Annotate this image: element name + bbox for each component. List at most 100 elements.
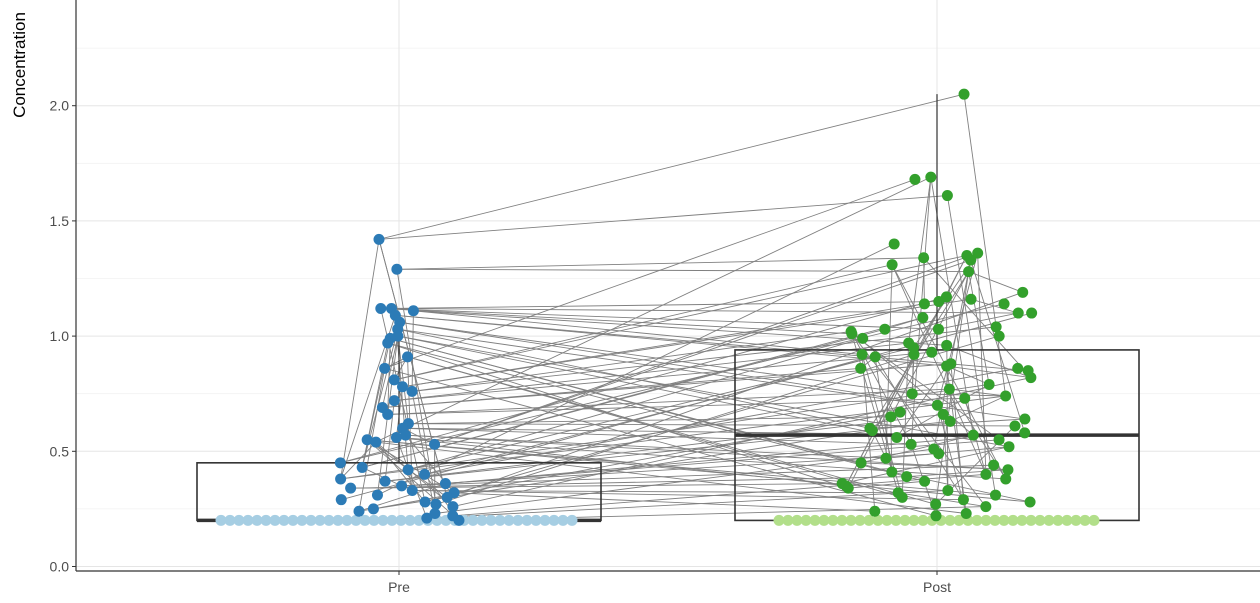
data-point — [869, 505, 881, 517]
connecting-line — [963, 94, 1007, 397]
y-tick-label: 0.0 — [50, 559, 70, 575]
connecting-line — [405, 434, 1008, 471]
connecting-line — [923, 257, 925, 304]
connecting-line — [936, 253, 979, 406]
data-point — [941, 339, 953, 351]
connecting-line — [946, 365, 1031, 379]
connecting-line — [377, 414, 389, 496]
data-point — [932, 323, 944, 335]
connecting-line — [377, 243, 895, 496]
data-point — [891, 431, 903, 443]
censored-point — [512, 514, 524, 526]
data-point — [391, 263, 403, 275]
data-point — [402, 351, 414, 363]
connecting-line — [860, 434, 974, 464]
connecting-line — [968, 271, 990, 385]
censored-point — [521, 514, 533, 526]
data-point — [429, 508, 441, 520]
censored-point — [314, 514, 326, 526]
censored-point — [566, 514, 578, 526]
y-tick-label: 0.5 — [50, 443, 70, 459]
connecting-line — [366, 439, 460, 521]
data-point — [388, 374, 400, 386]
data-point — [397, 381, 409, 393]
censored-point — [791, 514, 803, 526]
connecting-line — [970, 298, 1019, 314]
censored-point — [386, 514, 398, 526]
data-point — [918, 298, 930, 310]
connecting-line — [884, 317, 923, 330]
connecting-line — [384, 179, 916, 369]
data-point — [419, 468, 431, 480]
data-point — [925, 171, 937, 183]
data-point — [926, 346, 938, 358]
data-point — [869, 351, 881, 363]
connecting-line — [411, 391, 436, 514]
censored-point — [215, 514, 227, 526]
censored-point — [368, 514, 380, 526]
censored-point — [980, 514, 992, 526]
censored-point — [917, 514, 929, 526]
data-point — [1012, 362, 1024, 374]
data-point — [967, 429, 979, 441]
censored-point — [377, 514, 389, 526]
censored-point — [305, 514, 317, 526]
data-point — [942, 484, 954, 496]
connecting-line — [912, 393, 1006, 397]
data-point — [958, 88, 970, 100]
y-tick-label: 1.0 — [50, 328, 70, 344]
connecting-line — [848, 480, 925, 489]
data-point — [1019, 413, 1031, 425]
x-tick-label: Post — [923, 579, 951, 595]
data-point — [396, 480, 408, 492]
connecting-line — [411, 310, 414, 392]
data-point — [983, 378, 995, 390]
censored-point — [539, 514, 551, 526]
data-point — [402, 464, 414, 476]
data-point — [441, 491, 453, 503]
data-point — [896, 491, 908, 503]
censored-point — [1025, 514, 1037, 526]
connecting-line — [375, 176, 932, 443]
data-point — [930, 498, 942, 510]
connecting-line — [898, 492, 986, 508]
censored-point — [998, 514, 1010, 526]
censored-point — [557, 514, 569, 526]
data-point — [1017, 286, 1029, 298]
censored-point — [890, 514, 902, 526]
data-point — [430, 498, 442, 510]
data-point — [894, 406, 906, 418]
censored-point — [809, 514, 821, 526]
censored-point — [350, 514, 362, 526]
connecting-line — [340, 303, 1005, 464]
connecting-line — [405, 434, 886, 459]
data-point — [1002, 464, 1014, 476]
data-point — [855, 457, 867, 469]
connecting-line — [412, 326, 997, 392]
connecting-line — [885, 446, 1010, 459]
censored-point — [395, 514, 407, 526]
data-point — [965, 254, 977, 266]
data-point — [886, 259, 898, 271]
data-point — [1019, 427, 1031, 439]
censored-point — [782, 514, 794, 526]
connecting-line — [452, 473, 986, 517]
data-point — [930, 510, 942, 522]
data-point — [382, 408, 394, 420]
censored-point — [359, 514, 371, 526]
connecting-line — [901, 342, 910, 498]
connecting-line — [413, 310, 863, 355]
censored-point — [1070, 514, 1082, 526]
data-point — [1025, 372, 1037, 384]
connecting-line — [390, 337, 892, 473]
data-point — [908, 349, 920, 361]
connecting-line — [402, 298, 972, 388]
connecting-line — [434, 259, 971, 445]
connecting-line — [874, 356, 964, 500]
data-point — [407, 305, 419, 317]
connecting-line — [396, 269, 437, 505]
data-point — [400, 429, 412, 441]
data-point — [373, 233, 385, 245]
data-point — [937, 408, 949, 420]
